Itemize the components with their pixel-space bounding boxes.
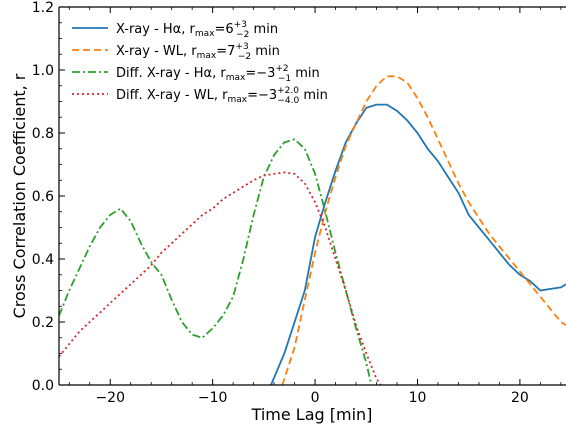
y-tick-label: 0.6	[32, 189, 54, 205]
y-tick-label: 1.2	[32, 0, 54, 16]
y-tick-label: 0.8	[32, 126, 54, 142]
x-tick-label: −20	[95, 390, 125, 406]
y-axis-title: Cross Correlation Coefficient, r	[10, 73, 29, 318]
x-tick-label: 0	[311, 390, 320, 406]
x-tick-label: 20	[511, 390, 529, 406]
x-axis-title: Time Lag [min]	[251, 405, 373, 424]
y-tick-label: 0.2	[32, 315, 54, 331]
x-tick-label: −10	[198, 390, 228, 406]
y-tick-label: 0.4	[32, 252, 54, 268]
x-tick-label: 10	[409, 390, 427, 406]
y-tick-label: 0.0	[32, 378, 54, 394]
y-tick-label: 1.0	[32, 63, 54, 79]
